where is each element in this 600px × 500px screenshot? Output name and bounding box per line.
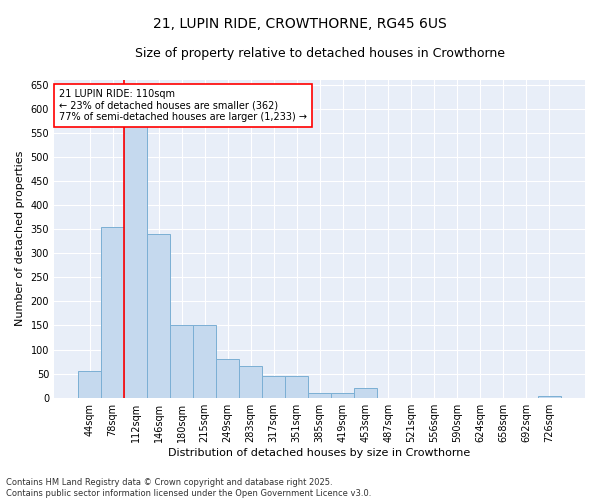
Bar [193,326,216,398]
Bar [308,393,331,398]
Text: Contains HM Land Registry data © Crown copyright and database right 2025.
Contai: Contains HM Land Registry data © Crown c… [6,478,371,498]
Bar [262,376,285,398]
Bar [170,326,193,398]
Bar [354,388,377,398]
Bar [239,366,262,398]
X-axis label: Distribution of detached houses by size in Crowthorne: Distribution of detached houses by size … [169,448,470,458]
Bar [285,376,308,398]
Title: Size of property relative to detached houses in Crowthorne: Size of property relative to detached ho… [134,48,505,60]
Bar [538,396,561,398]
Bar [147,234,170,398]
Bar [331,393,354,398]
Bar [78,371,101,398]
Y-axis label: Number of detached properties: Number of detached properties [15,151,25,326]
Bar [101,226,124,398]
Bar [124,99,147,398]
Text: 21, LUPIN RIDE, CROWTHORNE, RG45 6US: 21, LUPIN RIDE, CROWTHORNE, RG45 6US [153,18,447,32]
Bar [216,359,239,398]
Text: 21 LUPIN RIDE: 110sqm
← 23% of detached houses are smaller (362)
77% of semi-det: 21 LUPIN RIDE: 110sqm ← 23% of detached … [59,90,307,122]
